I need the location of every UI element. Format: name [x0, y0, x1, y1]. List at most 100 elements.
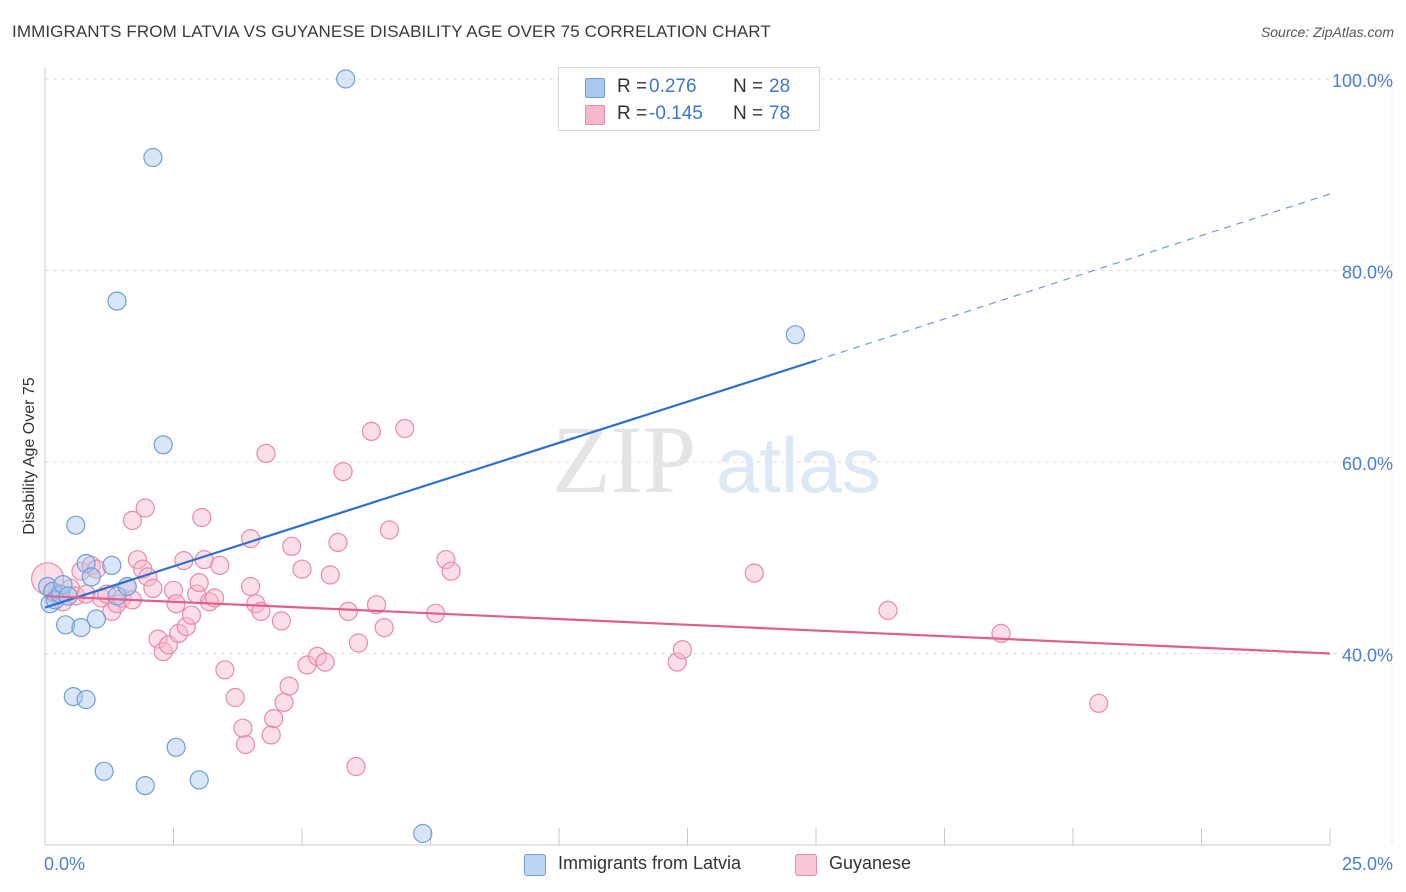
guyanese-point	[166, 594, 186, 614]
guyanese-point	[1089, 693, 1109, 713]
legend-n-label: N =	[733, 103, 764, 124]
trend-lines	[44, 193, 1331, 655]
guyanese-point	[189, 572, 209, 593]
guyanese-point	[346, 756, 366, 777]
guyanese-point	[210, 555, 230, 576]
guyanese-point	[261, 725, 281, 745]
latvia-point	[166, 737, 186, 757]
guyanese-point	[333, 462, 353, 482]
latvia-point	[189, 770, 209, 790]
guyanese-point	[441, 561, 461, 581]
guyanese-point	[338, 601, 358, 622]
guyanese-point	[320, 565, 340, 585]
guyanese-point	[395, 418, 415, 439]
guyanese-point	[143, 578, 163, 599]
chart-title: IMMIGRANTS FROM LATVIA VS GUYANESE DISAB…	[12, 22, 771, 41]
guyanese-point	[274, 692, 294, 712]
guyanese-point	[271, 611, 291, 631]
correlation-legend: R = 0.276 N = 28 R = -0.145 N = 78	[558, 67, 820, 131]
guyanese-point	[256, 443, 276, 463]
y-tick-label: 80.0%	[1342, 263, 1393, 283]
latvia-point	[94, 761, 114, 781]
legend-n-label: N =	[733, 76, 764, 97]
legend-r-label: R =	[617, 103, 648, 124]
latvia-point	[102, 555, 122, 576]
legend-n-value: 78	[769, 103, 791, 124]
guyanese-point	[181, 605, 202, 625]
latvia-point	[135, 775, 155, 796]
guyanese-point	[264, 708, 284, 729]
latvia-points	[37, 69, 806, 844]
legend-swatch-latvia	[524, 854, 546, 876]
watermark-atlas: atlas	[716, 421, 881, 509]
guyanese-point	[148, 629, 168, 649]
guyanese-point	[379, 520, 399, 540]
latvia-point	[143, 147, 163, 168]
guyanese-point	[374, 617, 394, 638]
guyanese-point	[366, 595, 387, 615]
guyanese-trend-line	[44, 594, 1331, 655]
axis-labels: 40.0% 60.0% 80.0% 100.0% 0.0% 25.0% Disability…	[21, 71, 1393, 874]
guyanese-point	[215, 660, 235, 680]
guyanese-point	[744, 563, 764, 583]
guyanese-point	[292, 559, 312, 579]
watermark: ZIP atlas	[552, 406, 881, 513]
watermark-zip: ZIP	[552, 406, 696, 513]
latvia-point	[153, 435, 173, 455]
guyanese-point	[282, 536, 302, 556]
guyanese-point	[235, 734, 256, 755]
guyanese-point	[667, 652, 687, 672]
legend-n-value: 28	[769, 76, 791, 97]
guyanese-point	[878, 600, 898, 621]
guyanese-point	[361, 421, 381, 441]
x-tick-label-max: 25.0%	[1342, 854, 1393, 874]
legend-swatch-guyanese	[795, 854, 817, 876]
guyanese-point	[233, 718, 253, 738]
series-legend: Immigrants from Latvia Guyanese	[0, 852, 1406, 878]
guyanese-point	[241, 576, 261, 597]
y-axis-title: Disability Age Over 75	[21, 377, 38, 535]
latvia-point	[55, 615, 76, 635]
legend-row-latvia: R = 0.276 N = 28	[559, 74, 819, 100]
guyanese-point	[199, 592, 220, 612]
guyanese-point	[192, 507, 212, 528]
latvia-point	[86, 609, 107, 629]
y-tick-label: 100.0%	[1332, 71, 1393, 91]
latvia-point	[336, 69, 356, 89]
legend-label-latvia: Immigrants from Latvia	[558, 853, 742, 873]
axes	[44, 68, 1331, 846]
guyanese-point	[328, 532, 348, 553]
guyanese-point	[315, 652, 335, 672]
guyanese-point	[169, 623, 189, 644]
latvia-trend-extension	[815, 193, 1331, 362]
latvia-point	[413, 823, 433, 844]
legend-r-value: 0.276	[649, 76, 697, 97]
y-tick-label: 60.0%	[1342, 454, 1393, 474]
legend-label-guyanese: Guyanese	[829, 853, 912, 873]
guyanese-point	[279, 676, 299, 696]
legend-r-label: R =	[617, 76, 648, 97]
legend-r-value: -0.145	[649, 103, 703, 124]
legend-swatch-guyanese	[585, 105, 605, 125]
latvia-point	[66, 515, 86, 535]
legend-swatch-latvia	[585, 78, 605, 98]
latvia-point	[81, 567, 101, 587]
guyanese-point	[348, 633, 369, 653]
latvia-point	[53, 574, 73, 595]
latvia-point	[107, 291, 127, 311]
y-tick-label: 40.0%	[1342, 646, 1393, 666]
guyanese-point	[127, 550, 148, 570]
latvia-point	[785, 325, 806, 345]
guyanese-point	[176, 617, 196, 637]
latvia-trend-line	[44, 359, 817, 609]
guyanese-point	[672, 640, 693, 660]
x-tick-label-min: 0.0%	[44, 854, 85, 874]
latvia-point	[76, 689, 96, 710]
guyanese-point	[135, 498, 155, 518]
guyanese-point	[225, 687, 245, 708]
source-label: Source: ZipAtlas.com	[1260, 24, 1394, 40]
guyanese-point	[436, 550, 456, 570]
guyanese-points	[30, 418, 1109, 777]
guyanese-point	[122, 510, 142, 531]
